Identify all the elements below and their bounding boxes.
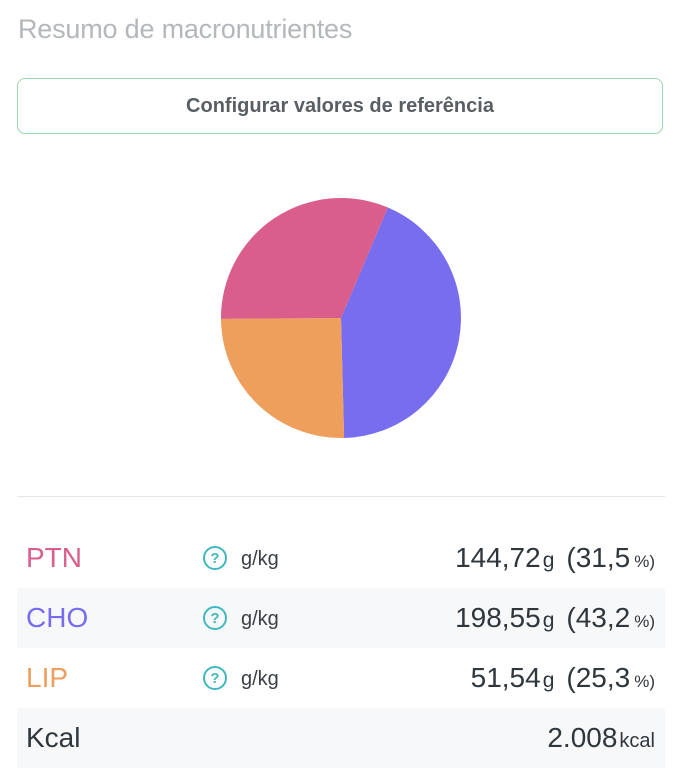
- question-circle-icon[interactable]: ?: [203, 606, 227, 630]
- kcal-row: Kcal 2.008 kcal: [17, 708, 665, 768]
- configure-reference-values-button[interactable]: Configurar valores de referência: [17, 78, 663, 134]
- kcal-label: Kcal: [26, 722, 81, 753]
- macro-row-lip: LIP ? g/kg 51,54 g (25,3%): [17, 648, 665, 708]
- macro-percent-lip: (25,3: [566, 662, 631, 693]
- pie-slice-lip: [221, 318, 345, 438]
- macro-percent-ptn: (31,5: [566, 542, 631, 573]
- percent-sign: %): [634, 672, 655, 691]
- pie-slice-ptn: [221, 197, 388, 319]
- macro-row-ptn: PTN ? g/kg 144,72 g (31,5%): [17, 528, 665, 588]
- question-circle-icon[interactable]: ?: [203, 666, 227, 690]
- macro-row-cho: CHO ? g/kg 198,55 g (43,2%): [17, 588, 665, 648]
- macro-value-cho: 198,55 g (43,2%): [455, 602, 655, 634]
- macro-unit-cho: g/kg: [241, 608, 279, 630]
- kcal-number: 2.008: [547, 722, 618, 753]
- macro-label-ptn: PTN: [26, 542, 82, 573]
- pie-chart-svg: [221, 197, 461, 438]
- section-title: Resumo de macronutrientes: [18, 14, 353, 44]
- grams-unit: g: [542, 609, 555, 632]
- question-circle-icon[interactable]: ?: [203, 546, 227, 570]
- macro-grams-lip: 51,54: [470, 662, 541, 693]
- macro-value-ptn: 144,72 g (31,5%): [455, 542, 655, 574]
- macro-label-cho: CHO: [26, 602, 89, 633]
- grams-unit: g: [542, 669, 555, 692]
- pie-slice-cho: [341, 207, 461, 438]
- macro-grams-cho: 198,55: [455, 602, 541, 633]
- macro-unit-lip: g/kg: [241, 668, 279, 690]
- macronutrient-table: PTN ? g/kg 144,72 g (31,5%) CHO ? g/kg 198…: [17, 528, 665, 768]
- grams-unit: g: [542, 549, 555, 572]
- kcal-value: 2.008 kcal: [547, 722, 655, 754]
- divider: [17, 496, 665, 497]
- macronutrient-pie-chart: [219, 196, 463, 440]
- macro-unit-ptn: g/kg: [241, 548, 279, 570]
- macro-label-lip: LIP: [26, 662, 69, 693]
- percent-sign: %): [634, 552, 655, 571]
- macro-value-lip: 51,54 g (25,3%): [471, 662, 655, 694]
- macro-percent-cho: (43,2: [566, 602, 631, 633]
- kcal-unit: kcal: [619, 730, 655, 752]
- percent-sign: %): [634, 612, 655, 631]
- macro-grams-ptn: 144,72: [455, 542, 541, 573]
